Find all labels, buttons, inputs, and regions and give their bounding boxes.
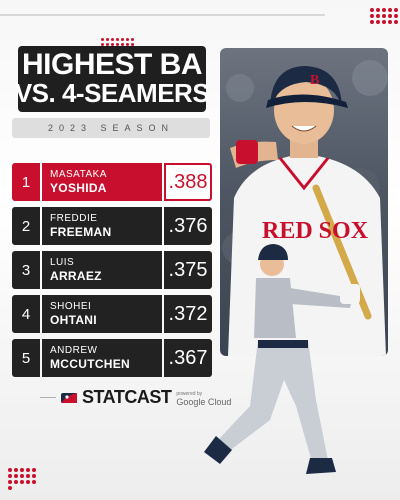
batting-average: .388 — [164, 163, 212, 201]
rank: 5 — [12, 339, 40, 377]
season-bar: 2023 SEASON — [12, 118, 210, 138]
rank: 3 — [12, 251, 40, 289]
jersey-wordmark: RED SOX — [262, 218, 369, 244]
leaderboard-row: 3 LUIS ARRAEZ .375 — [12, 251, 212, 289]
title-line-1: HIGHEST BA — [21, 48, 203, 81]
player-photo: B RED SOX — [220, 48, 388, 356]
powered-by: powered by Google Cloud — [176, 390, 232, 407]
title-box: HIGHEST BA VS. 4-SEAMERS — [14, 46, 210, 112]
rank: 2 — [12, 207, 40, 245]
footer-line — [40, 397, 56, 398]
top-divider — [0, 14, 325, 16]
leaderboard-row: 4 SHOHEI OHTANI .372 — [12, 295, 212, 333]
player-name: SHOHEI OHTANI — [42, 295, 162, 333]
footer: STATCAST powered by Google Cloud — [40, 387, 231, 408]
powered-by-label: powered by — [176, 390, 203, 397]
rank: 1 — [12, 163, 40, 201]
player-last-name: ARRAEZ — [50, 269, 102, 283]
batting-average: .367 — [164, 339, 212, 377]
player-name: MASATAKA YOSHIDA — [42, 163, 162, 201]
player-name: FREDDIE FREEMAN — [42, 207, 162, 245]
player-first-name: MASATAKA — [50, 169, 107, 180]
leaderboard-row: 2 FREDDIE FREEMAN .376 — [12, 207, 212, 245]
mlb-logo-icon — [61, 392, 77, 403]
player-first-name: FREDDIE — [50, 213, 98, 224]
dot-grid-icon — [8, 468, 36, 490]
leaderboard-row: 1 MASATAKA YOSHIDA .388 — [12, 163, 212, 201]
player-last-name: OHTANI — [50, 313, 97, 327]
player-first-name: LUIS — [50, 257, 75, 268]
player-name: ANDREW MCCUTCHEN — [42, 339, 162, 377]
player-first-name: ANDREW — [50, 345, 98, 356]
batting-average: .375 — [164, 251, 212, 289]
batting-average: .376 — [164, 207, 212, 245]
dot-grid-icon — [101, 38, 134, 46]
dot-grid-icon — [370, 8, 398, 24]
leaderboard-row: 5 ANDREW MCCUTCHEN .367 — [12, 339, 212, 377]
player-first-name: SHOHEI — [50, 301, 92, 312]
google-cloud-wordmark: Google Cloud — [176, 396, 232, 407]
player-illustration: B RED SOX — [222, 60, 388, 356]
player-last-name: FREEMAN — [50, 225, 112, 239]
player-name: LUIS ARRAEZ — [42, 251, 162, 289]
title-line-2: VS. 4-SEAMERS — [14, 78, 210, 108]
season-label: 2023 SEASON — [47, 123, 175, 133]
statcast-wordmark: STATCAST — [82, 387, 172, 407]
rank: 4 — [12, 295, 40, 333]
player-legs-illustration — [204, 340, 336, 474]
player-last-name: YOSHIDA — [50, 181, 107, 195]
player-last-name: MCCUTCHEN — [50, 357, 131, 371]
svg-text:B: B — [310, 73, 319, 88]
batting-average: .372 — [164, 295, 212, 333]
